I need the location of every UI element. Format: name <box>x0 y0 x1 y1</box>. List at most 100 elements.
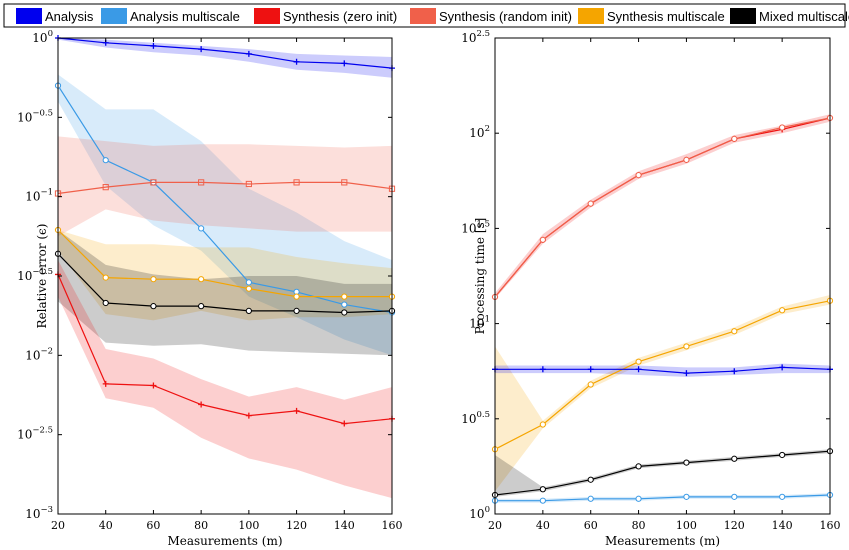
y-axis-label: Processing time [s] <box>473 218 487 335</box>
data-point <box>683 343 690 350</box>
y-tick-label: 10−1.5 <box>17 267 53 283</box>
series-synthesis-random <box>54 179 396 197</box>
data-point <box>779 307 786 314</box>
data-point <box>779 451 786 459</box>
x-tick-label: 100 <box>676 519 697 532</box>
series-line <box>57 181 393 195</box>
data-point <box>198 303 205 310</box>
band-synthesis-random <box>495 118 830 297</box>
series-analysis-multiscale <box>54 82 396 316</box>
data-point <box>587 381 594 388</box>
data-point <box>245 50 252 57</box>
data-point <box>683 156 690 163</box>
bands <box>58 38 392 499</box>
x-tick-label: 120 <box>724 519 745 532</box>
series-line <box>494 450 831 496</box>
x-tick-label: 80 <box>632 519 646 532</box>
data-point <box>245 180 252 188</box>
x-tick-label: 20 <box>51 519 65 532</box>
data-point <box>293 293 300 300</box>
legend-swatch <box>578 8 604 24</box>
data-point <box>587 200 594 207</box>
series-synthesis-random <box>491 114 834 301</box>
data-point <box>587 495 594 502</box>
x-tick-label: 140 <box>334 519 355 532</box>
legend-entry-synthesis-multiscale: Synthesis multiscale <box>578 8 725 24</box>
x-tick-label: 40 <box>99 519 113 532</box>
legend-swatch <box>254 8 280 24</box>
data-point <box>198 46 205 53</box>
legend-label: Mixed multiscale <box>759 9 849 24</box>
data-point <box>150 382 157 389</box>
data-point <box>539 421 546 428</box>
legend-entry-synthesis-random: Synthesis (random init) <box>410 8 572 24</box>
data-point <box>245 412 252 419</box>
legend-swatch <box>410 8 436 24</box>
series-line <box>57 274 393 425</box>
data-point <box>150 179 157 186</box>
legend-label: Synthesis (zero init) <box>283 9 397 24</box>
series-mixed-multiscale <box>54 250 396 316</box>
series-line <box>57 229 392 298</box>
y-tick-label: 102 <box>469 124 490 140</box>
y-tick-label: 10−0.5 <box>17 108 53 124</box>
series-synthesis-zero <box>492 114 833 300</box>
data-point <box>150 303 157 310</box>
x-tick-label: 160 <box>382 519 403 532</box>
x-tick-label: 20 <box>488 519 502 532</box>
series-line <box>495 366 831 374</box>
data-point <box>731 135 738 143</box>
legend-entry-analysis-multiscale: Analysis multiscale <box>101 8 240 24</box>
legend-swatch <box>101 8 127 24</box>
y-tick-label: 100.5 <box>461 410 490 426</box>
legend-swatch <box>730 8 756 24</box>
data-point <box>341 293 348 300</box>
legend-entry-mixed-multiscale: Mixed multiscale <box>730 8 849 24</box>
plot-frame <box>494 37 831 515</box>
data-point <box>293 307 300 315</box>
y-tick-label: 10−1 <box>25 188 53 204</box>
series-line <box>57 37 393 69</box>
data-point <box>539 236 546 243</box>
x-tick-label: 140 <box>772 519 793 532</box>
series-line <box>494 117 831 298</box>
data-point <box>731 328 738 335</box>
x-tick-label: 60 <box>146 519 160 532</box>
band-mixed-multiscale <box>58 230 392 356</box>
y-tick-label: 100 <box>32 29 53 45</box>
series-mixed-multiscale <box>491 448 834 499</box>
data-point <box>731 493 738 500</box>
data-point <box>341 60 348 67</box>
x-tick-label: 120 <box>286 519 307 532</box>
legend-label: Synthesis (random init) <box>439 9 572 24</box>
y-tick-label: 102.5 <box>461 29 490 45</box>
data-point <box>245 285 252 292</box>
relative-error-chart: 20 40 60 80 100 120 140 160 10−3 10−2.5 10−2 10−1.5… <box>17 29 402 548</box>
data-point <box>635 171 642 179</box>
band-synthesis-multiscale <box>495 295 830 492</box>
data-point <box>779 493 786 500</box>
data-point <box>198 179 205 186</box>
legend-label: Synthesis multiscale <box>607 9 725 24</box>
y-tick-label: 100 <box>469 505 490 521</box>
x-tick-label: 60 <box>584 519 598 532</box>
y-tick-label: 10−2 <box>25 346 53 362</box>
series-synthesis-zero <box>55 271 395 427</box>
series-line <box>495 494 831 502</box>
data-point <box>539 366 546 373</box>
data-point <box>683 459 690 466</box>
data-point <box>683 370 690 377</box>
data-point <box>293 179 300 186</box>
data-point <box>341 179 348 186</box>
data-point <box>245 307 252 315</box>
x-axis-label: Measurements (m) <box>167 534 282 548</box>
band-analysis <box>58 38 392 78</box>
y-tick-label: 10−3 <box>25 505 53 521</box>
series-synthesis-multiscale <box>491 297 834 453</box>
legend: Analysis Analysis multiscale Synthesis (ze… <box>3 3 849 28</box>
data-point <box>635 463 642 470</box>
data-point <box>731 368 738 375</box>
data-point <box>102 299 109 307</box>
data-point <box>198 225 205 232</box>
